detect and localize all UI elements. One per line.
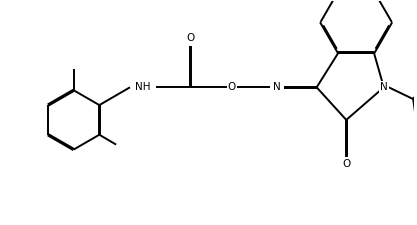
Text: N: N [380, 82, 388, 92]
Text: O: O [228, 82, 236, 92]
Text: NH: NH [135, 82, 151, 92]
Text: O: O [186, 33, 194, 43]
Text: N: N [273, 82, 281, 92]
Text: O: O [342, 159, 350, 169]
